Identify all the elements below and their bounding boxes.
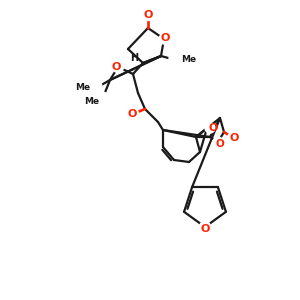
Circle shape bbox=[227, 133, 239, 143]
Circle shape bbox=[213, 137, 223, 147]
Text: Me: Me bbox=[75, 82, 90, 91]
Text: O: O bbox=[111, 62, 121, 72]
Circle shape bbox=[142, 10, 154, 20]
Text: O: O bbox=[160, 33, 170, 43]
Text: O: O bbox=[127, 109, 137, 119]
Text: Me: Me bbox=[181, 55, 196, 64]
Circle shape bbox=[159, 34, 169, 44]
Circle shape bbox=[86, 79, 102, 95]
Circle shape bbox=[128, 109, 139, 119]
Text: Me: Me bbox=[84, 98, 99, 106]
Circle shape bbox=[94, 92, 110, 108]
Text: O: O bbox=[216, 139, 224, 149]
Circle shape bbox=[112, 61, 124, 73]
Circle shape bbox=[200, 221, 211, 233]
Text: O: O bbox=[229, 133, 239, 143]
Text: O: O bbox=[200, 224, 210, 234]
Circle shape bbox=[205, 123, 215, 133]
Text: O: O bbox=[143, 10, 153, 20]
Text: O: O bbox=[208, 123, 218, 133]
Text: H: H bbox=[130, 53, 138, 63]
Circle shape bbox=[169, 51, 185, 67]
